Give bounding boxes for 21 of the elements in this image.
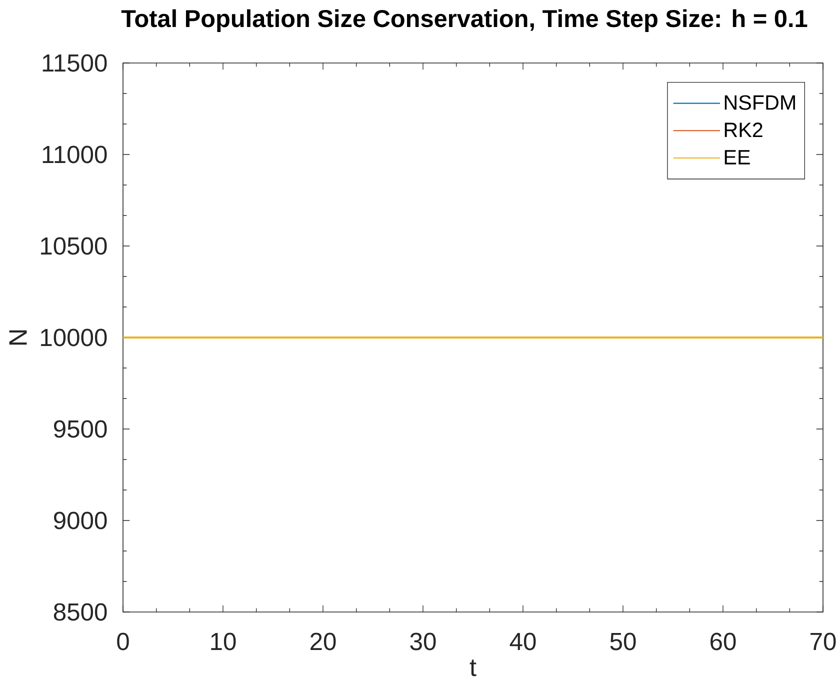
y-axis-title: N bbox=[9, 330, 27, 345]
legend-label: NSFDM bbox=[724, 95, 795, 110]
x-tick-label: 20 bbox=[310, 632, 336, 650]
legend-label: EE bbox=[724, 150, 750, 164]
y-tick-label: 11000 bbox=[42, 146, 107, 164]
x-tick-label: 50 bbox=[610, 632, 636, 650]
chart-title: Total Population Size Conservation, Time Step Size: h = 0.1 bbox=[121, 9, 808, 32]
x-tick-label: 10 bbox=[211, 632, 236, 650]
x-tick-label: 60 bbox=[710, 632, 736, 650]
y-tick-label: 8500 bbox=[54, 603, 107, 621]
x-tick-label: 30 bbox=[410, 632, 436, 650]
x-tick-label: 0 bbox=[117, 632, 129, 650]
y-tick-label: 9500 bbox=[54, 420, 107, 438]
legend-label: RK2 bbox=[724, 122, 762, 137]
y-tick-label: 9000 bbox=[54, 512, 107, 530]
y-tick-label: 11500 bbox=[42, 54, 107, 72]
x-axis-title: t bbox=[470, 660, 476, 676]
y-tick-label: 10500 bbox=[41, 237, 107, 255]
y-tick-label: 10000 bbox=[41, 328, 107, 346]
x-tick-label: 70 bbox=[810, 632, 836, 650]
x-tick-label: 40 bbox=[510, 632, 536, 650]
